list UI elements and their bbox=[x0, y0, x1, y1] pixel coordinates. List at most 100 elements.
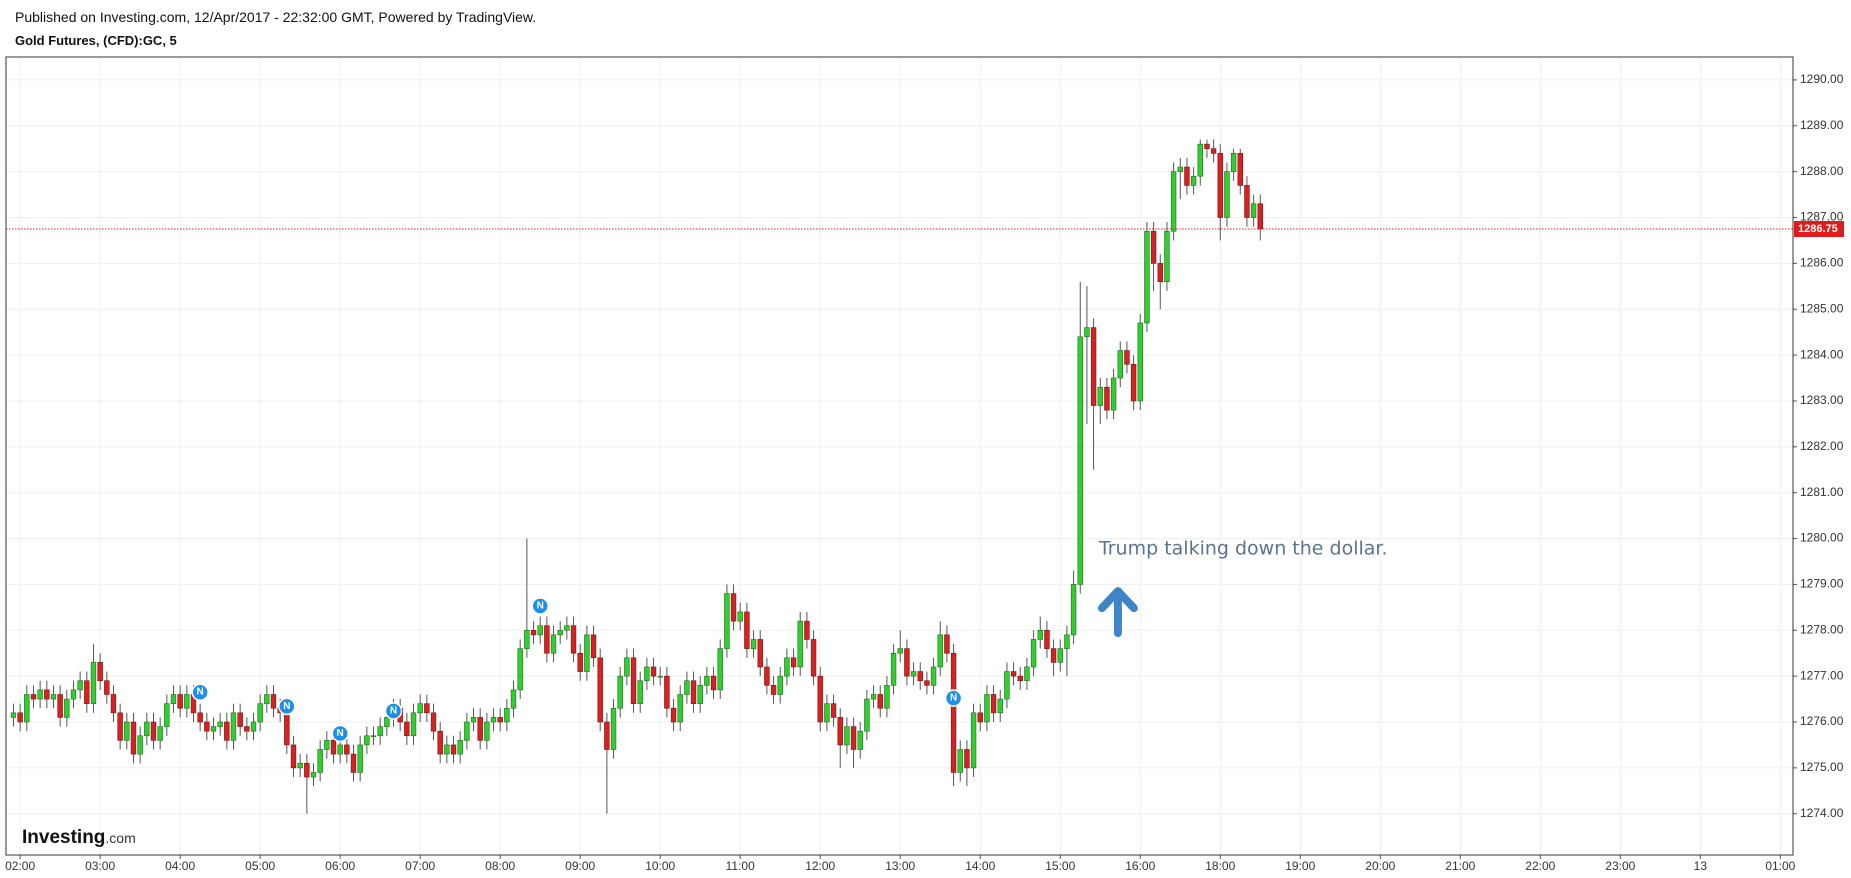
candle-body bbox=[1090, 327, 1097, 406]
x-tick-label: 18:00 bbox=[1205, 859, 1235, 873]
candle-body bbox=[910, 671, 917, 677]
candle-body bbox=[677, 694, 683, 723]
candle-body bbox=[464, 721, 470, 741]
candle-body bbox=[177, 694, 183, 709]
candle-body bbox=[437, 730, 443, 755]
candle-body bbox=[1037, 629, 1043, 640]
candle-body bbox=[457, 740, 463, 755]
candle-body bbox=[724, 593, 730, 649]
candle-body bbox=[144, 721, 150, 737]
candle-body bbox=[310, 772, 317, 778]
candle-body bbox=[530, 629, 537, 636]
candle-body bbox=[384, 717, 390, 727]
candle-body bbox=[84, 680, 90, 704]
candle-body bbox=[837, 717, 843, 746]
candle-body bbox=[270, 694, 277, 709]
candle-body bbox=[104, 680, 110, 695]
candle-body bbox=[1144, 230, 1150, 324]
candle-body bbox=[24, 694, 30, 723]
logo-brand: Investing bbox=[22, 827, 105, 848]
y-tick-label: 1282.00 bbox=[1800, 439, 1844, 453]
y-tick-label: 1278.00 bbox=[1800, 622, 1844, 636]
candle-body bbox=[324, 740, 330, 750]
candle-body bbox=[30, 694, 37, 700]
x-tick-label: 20:00 bbox=[1365, 859, 1395, 873]
candle-body bbox=[797, 620, 803, 668]
news-marker-label: N bbox=[537, 600, 544, 611]
candle-body bbox=[937, 634, 943, 668]
candle-body bbox=[110, 694, 117, 714]
y-tick-label: 1281.00 bbox=[1800, 485, 1844, 499]
candle-body bbox=[664, 675, 670, 709]
news-marker bbox=[384, 702, 403, 720]
candle-body bbox=[377, 726, 383, 737]
candle-body bbox=[264, 694, 270, 704]
candle-body bbox=[10, 712, 17, 718]
candle-body bbox=[230, 712, 237, 741]
candle-body bbox=[917, 671, 923, 682]
candle-body bbox=[1004, 671, 1010, 700]
candle-body bbox=[1230, 153, 1237, 172]
logo-suffix: .com bbox=[105, 830, 135, 846]
candle-body bbox=[670, 707, 677, 723]
candle-body bbox=[1084, 327, 1090, 338]
candle-body bbox=[1150, 230, 1157, 264]
candle-body bbox=[877, 694, 883, 709]
news-marker bbox=[278, 697, 296, 716]
candle-body bbox=[290, 744, 297, 769]
candle-body bbox=[637, 680, 643, 704]
last-price-label: 1286.75 bbox=[1798, 223, 1838, 235]
candle-body bbox=[790, 657, 797, 668]
x-tick-label: 07:00 bbox=[405, 859, 435, 873]
candle-body bbox=[737, 611, 743, 622]
candle-body bbox=[337, 744, 343, 755]
candle-body bbox=[1164, 230, 1170, 283]
x-tick-label: 14:00 bbox=[965, 859, 995, 873]
candle-body bbox=[1030, 639, 1037, 668]
candle-body bbox=[137, 735, 143, 755]
news-marker bbox=[331, 724, 349, 743]
candle-body bbox=[717, 648, 723, 691]
candle-body bbox=[630, 657, 637, 704]
news-marker bbox=[531, 597, 549, 615]
candle-body bbox=[750, 639, 757, 649]
candle-body bbox=[77, 680, 83, 691]
candle-body bbox=[430, 712, 437, 732]
y-tick-label: 1275.00 bbox=[1800, 760, 1844, 774]
candle-body bbox=[124, 721, 130, 741]
candle-body bbox=[1184, 166, 1190, 186]
candle-body bbox=[444, 744, 450, 755]
x-tick-label: 01:00 bbox=[1765, 859, 1795, 873]
candle-body bbox=[697, 685, 703, 704]
candle-body bbox=[510, 689, 517, 709]
candle-body bbox=[50, 694, 57, 700]
candle-body bbox=[1237, 153, 1243, 186]
candle-body bbox=[810, 639, 817, 677]
candle-body bbox=[984, 694, 990, 723]
x-tick-label: 23:00 bbox=[1605, 859, 1635, 873]
candle-body bbox=[970, 712, 977, 769]
candle-body bbox=[1097, 386, 1103, 406]
candle-body bbox=[44, 689, 50, 700]
x-tick-label: 15:00 bbox=[1045, 859, 1075, 873]
candle-body bbox=[570, 625, 577, 654]
candles bbox=[10, 139, 1263, 814]
y-tick-label: 1274.00 bbox=[1800, 806, 1844, 820]
candle-body bbox=[1050, 648, 1057, 663]
candle-body bbox=[1257, 203, 1263, 230]
candle-body bbox=[97, 662, 103, 682]
candle-body bbox=[484, 721, 490, 741]
candle-body bbox=[1010, 671, 1017, 677]
candle-body bbox=[537, 625, 543, 636]
candle-body bbox=[1017, 675, 1023, 682]
candle-body bbox=[1210, 148, 1217, 154]
candle-body bbox=[244, 726, 250, 732]
annotation: Trump talking down the dollar. bbox=[1098, 538, 1388, 560]
candle-body bbox=[897, 648, 903, 654]
candle-body bbox=[1204, 143, 1210, 150]
candle-body bbox=[584, 634, 590, 672]
candle-body bbox=[217, 721, 223, 727]
candle-body bbox=[964, 749, 970, 769]
y-tick-label: 1283.00 bbox=[1800, 393, 1844, 407]
x-tick-label: 13:00 bbox=[885, 859, 915, 873]
